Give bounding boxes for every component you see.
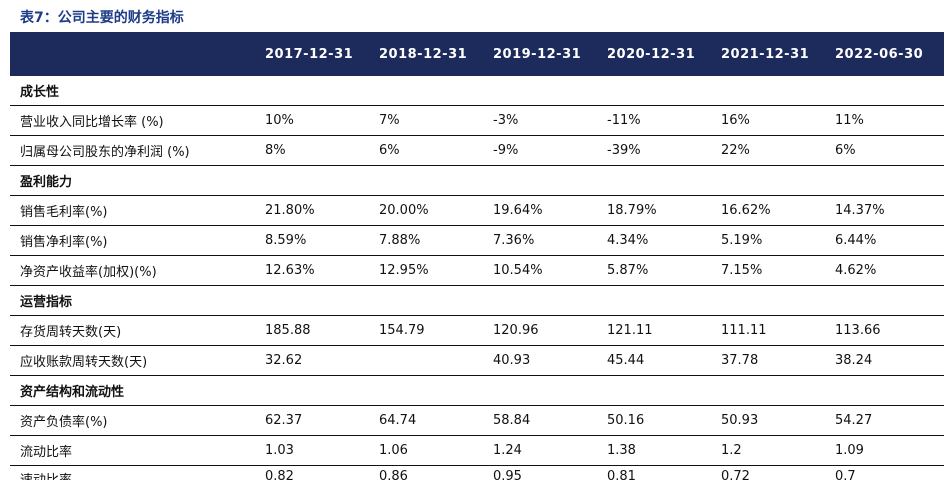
- value-cell: 18.79%: [607, 203, 657, 218]
- table-header-row: 2017-12-31 2018-12-31 2019-12-31 2020-12-31…: [10, 32, 944, 76]
- value-cell: 12.95%: [379, 263, 429, 278]
- value-cell: 20.00%: [379, 203, 429, 218]
- value-cell: -9%: [493, 143, 519, 158]
- table-row: 营业收入同比增长率 (%) 10% 7% -3% -11% 16% 11%: [10, 106, 944, 136]
- value-cell: 0.7: [835, 469, 856, 480]
- value-cell: 10%: [265, 113, 294, 128]
- value-cell: 0.72: [721, 469, 750, 480]
- value-cell: 7.36%: [493, 233, 535, 248]
- header-date-3: 2020-12-31: [607, 46, 696, 62]
- value-cell: 121.11: [607, 323, 653, 338]
- value-cell: 16%: [721, 113, 750, 128]
- table-row: 应收账款周转天数(天) 32.62 40.93 45.44 37.78 38.24: [10, 346, 944, 376]
- value-cell: 38.24: [835, 353, 873, 368]
- value-cell: 19.64%: [493, 203, 543, 218]
- table-row: 净资产收益率(加权)(%) 12.63% 12.95% 10.54% 5.87% 7.15…: [10, 256, 944, 286]
- value-cell: 4.62%: [835, 263, 877, 278]
- row-label: 销售毛利率(%): [20, 205, 108, 220]
- value-cell: 1.24: [493, 443, 522, 458]
- value-cell: 1.2: [721, 443, 742, 458]
- value-cell: 1.06: [379, 443, 408, 458]
- table-caption: 表7：公司主要的财务指标: [20, 10, 184, 26]
- value-cell: 6.44%: [835, 233, 877, 248]
- value-cell: 6%: [835, 143, 856, 158]
- row-label: 净资产收益率(加权)(%): [20, 265, 157, 280]
- value-cell: 11%: [835, 113, 864, 128]
- section-title: 成长性: [20, 85, 60, 100]
- value-cell: 0.95: [493, 469, 522, 480]
- row-label: 归属母公司股东的净利润 (%): [20, 145, 190, 160]
- value-cell: 62.37: [265, 413, 303, 428]
- table-row: 流动比率 1.03 1.06 1.24 1.38 1.2 1.09: [10, 436, 944, 466]
- value-cell: 32.62: [265, 353, 303, 368]
- value-cell: 50.93: [721, 413, 759, 428]
- value-cell: 37.78: [721, 353, 759, 368]
- value-cell: -39%: [607, 143, 641, 158]
- value-cell: 8%: [265, 143, 286, 158]
- row-label: 资产负债率(%): [20, 415, 108, 430]
- value-cell: 64.74: [379, 413, 417, 428]
- value-cell: 16.62%: [721, 203, 771, 218]
- financial-indicators-table: 2017-12-31 2018-12-31 2019-12-31 2020-12-31…: [10, 32, 944, 480]
- value-cell: 12.63%: [265, 263, 315, 278]
- value-cell: 111.11: [721, 323, 767, 338]
- section-title: 盈利能力: [20, 175, 73, 190]
- value-cell: 5.87%: [607, 263, 649, 278]
- value-cell: 7%: [379, 113, 400, 128]
- value-cell: -3%: [493, 113, 519, 128]
- value-cell: -11%: [607, 113, 641, 128]
- value-cell: 7.15%: [721, 263, 763, 278]
- value-cell: 1.09: [835, 443, 864, 458]
- header-date-0: 2017-12-31: [265, 46, 354, 62]
- section-row: 盈利能力: [10, 166, 944, 196]
- value-cell: 1.38: [607, 443, 636, 458]
- value-cell: 54.27: [835, 413, 873, 428]
- value-cell: 0.82: [265, 469, 294, 480]
- value-cell: 0.86: [379, 469, 408, 480]
- value-cell: 5.19%: [721, 233, 763, 248]
- table-row: 销售净利率(%) 8.59% 7.88% 7.36% 4.34% 5.19% 6.44%: [10, 226, 944, 256]
- value-cell: 154.79: [379, 323, 425, 338]
- section-row: 运营指标: [10, 286, 944, 316]
- value-cell: 10.54%: [493, 263, 543, 278]
- header-date-4: 2021-12-31: [721, 46, 810, 62]
- row-label: 销售净利率(%): [20, 235, 108, 250]
- value-cell: 50.16: [607, 413, 645, 428]
- value-cell: 0.81: [607, 469, 636, 480]
- value-cell: 22%: [721, 143, 750, 158]
- row-label: 存货周转天数(天): [20, 325, 122, 340]
- table-body: 成长性营业收入同比增长率 (%) 10% 7% -3% -11% 16% 11% 归属母公司股…: [10, 76, 944, 480]
- value-cell: 113.66: [835, 323, 881, 338]
- value-cell: 8.59%: [265, 233, 307, 248]
- section-title: 运营指标: [20, 295, 73, 310]
- value-cell: 14.37%: [835, 203, 885, 218]
- table-row: 速动比率 0.82 0.86 0.95 0.81 0.72 0.7: [10, 466, 944, 480]
- value-cell: 21.80%: [265, 203, 315, 218]
- table-row: 销售毛利率(%) 21.80% 20.00% 19.64% 18.79% 16.62% 14…: [10, 196, 944, 226]
- row-label: 速动比率: [10, 469, 255, 480]
- value-cell: 7.88%: [379, 233, 421, 248]
- value-cell: 6%: [379, 143, 400, 158]
- table-row: 资产负债率(%) 62.37 64.74 58.84 50.16 50.93 54.27: [10, 406, 944, 436]
- value-cell: 185.88: [265, 323, 311, 338]
- value-cell: 58.84: [493, 413, 531, 428]
- row-label: 营业收入同比增长率 (%): [20, 115, 164, 130]
- row-label: 流动比率: [20, 445, 73, 460]
- table-row: 归属母公司股东的净利润 (%) 8% 6% -9% -39% 22% 6%: [10, 136, 944, 166]
- value-cell: 120.96: [493, 323, 539, 338]
- value-cell: 1.03: [265, 443, 294, 458]
- row-label: 应收账款周转天数(天): [20, 355, 148, 370]
- section-row: 资产结构和流动性: [10, 376, 944, 406]
- value-cell: 4.34%: [607, 233, 649, 248]
- table-row: 存货周转天数(天) 185.88 154.79 120.96 121.11 111.11 1…: [10, 316, 944, 346]
- section-row: 成长性: [10, 76, 944, 106]
- header-date-2: 2019-12-31: [493, 46, 582, 62]
- header-date-5: 2022-06-30: [835, 46, 924, 62]
- header-date-1: 2018-12-31: [379, 46, 468, 62]
- section-title: 资产结构和流动性: [20, 385, 125, 400]
- value-cell: 40.93: [493, 353, 531, 368]
- value-cell: 45.44: [607, 353, 645, 368]
